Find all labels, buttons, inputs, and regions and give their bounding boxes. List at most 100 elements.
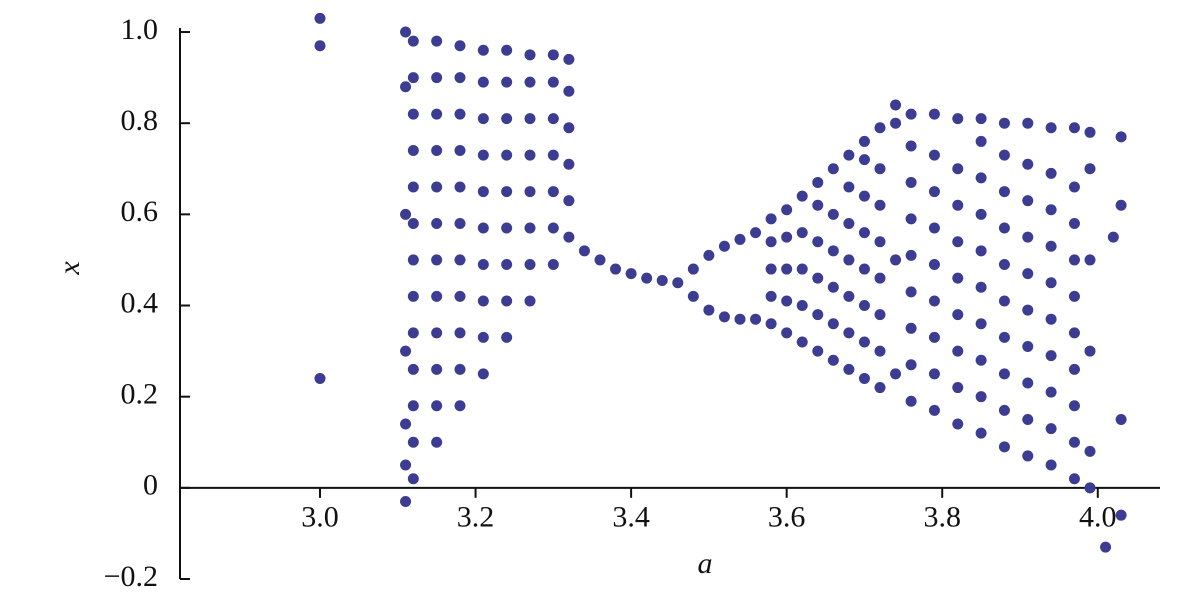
point bbox=[314, 40, 326, 52]
point bbox=[1068, 473, 1080, 485]
point bbox=[890, 254, 902, 266]
point bbox=[563, 53, 575, 65]
point bbox=[1068, 217, 1080, 229]
point bbox=[905, 322, 917, 334]
point bbox=[928, 149, 940, 161]
point bbox=[952, 236, 964, 248]
point bbox=[1022, 413, 1034, 425]
point bbox=[454, 40, 466, 52]
point bbox=[858, 300, 870, 312]
y-tick-label: 0.8 bbox=[121, 104, 159, 137]
point bbox=[547, 49, 559, 61]
point bbox=[547, 186, 559, 198]
point bbox=[928, 295, 940, 307]
point bbox=[400, 208, 412, 220]
point bbox=[843, 181, 855, 193]
point bbox=[928, 368, 940, 380]
point bbox=[975, 354, 987, 366]
point bbox=[1084, 254, 1096, 266]
point bbox=[431, 217, 443, 229]
point bbox=[477, 113, 489, 125]
point bbox=[1045, 386, 1057, 398]
point bbox=[905, 213, 917, 225]
point bbox=[524, 76, 536, 88]
point bbox=[524, 49, 536, 61]
point bbox=[431, 436, 443, 448]
point bbox=[874, 163, 886, 175]
point bbox=[1084, 445, 1096, 457]
point bbox=[407, 254, 419, 266]
point bbox=[431, 400, 443, 412]
point bbox=[781, 263, 793, 275]
point bbox=[928, 258, 940, 270]
point bbox=[477, 295, 489, 307]
point bbox=[928, 404, 940, 416]
point bbox=[952, 113, 964, 125]
point bbox=[477, 368, 489, 380]
point bbox=[998, 258, 1010, 270]
point bbox=[431, 363, 443, 375]
point bbox=[998, 117, 1010, 129]
point bbox=[1068, 400, 1080, 412]
point bbox=[1045, 204, 1057, 216]
point bbox=[454, 181, 466, 193]
point bbox=[781, 204, 793, 216]
point bbox=[1022, 117, 1034, 129]
point bbox=[454, 400, 466, 412]
point bbox=[1084, 345, 1096, 357]
point bbox=[477, 149, 489, 161]
point bbox=[998, 149, 1010, 161]
point bbox=[812, 309, 824, 321]
point bbox=[407, 363, 419, 375]
point bbox=[998, 441, 1010, 453]
point bbox=[454, 290, 466, 302]
point bbox=[765, 290, 777, 302]
point bbox=[578, 245, 590, 257]
point bbox=[905, 359, 917, 371]
y-tick-label: 0.4 bbox=[121, 286, 159, 319]
point bbox=[594, 254, 606, 266]
point bbox=[874, 345, 886, 357]
point bbox=[1022, 195, 1034, 207]
point bbox=[998, 295, 1010, 307]
point bbox=[718, 240, 730, 252]
point bbox=[407, 72, 419, 84]
point bbox=[858, 154, 870, 166]
point bbox=[998, 368, 1010, 380]
point bbox=[454, 363, 466, 375]
point bbox=[501, 44, 513, 56]
point bbox=[858, 372, 870, 384]
point bbox=[524, 295, 536, 307]
point bbox=[400, 459, 412, 471]
y-tick-label: 1.0 bbox=[121, 13, 159, 46]
point bbox=[975, 113, 987, 125]
point bbox=[501, 113, 513, 125]
point bbox=[501, 222, 513, 234]
point bbox=[407, 108, 419, 120]
point bbox=[750, 313, 762, 325]
point bbox=[827, 163, 839, 175]
point bbox=[563, 231, 575, 243]
point bbox=[796, 227, 808, 239]
point bbox=[734, 313, 746, 325]
point bbox=[858, 336, 870, 348]
point bbox=[1068, 181, 1080, 193]
point bbox=[407, 35, 419, 47]
point bbox=[1115, 509, 1127, 521]
point bbox=[477, 331, 489, 343]
point bbox=[524, 149, 536, 161]
point bbox=[407, 145, 419, 157]
point bbox=[1022, 341, 1034, 353]
point bbox=[687, 263, 699, 275]
point bbox=[563, 85, 575, 97]
point bbox=[975, 281, 987, 293]
point bbox=[928, 186, 940, 198]
point bbox=[1045, 240, 1057, 252]
point bbox=[431, 145, 443, 157]
point bbox=[407, 473, 419, 485]
point bbox=[1115, 413, 1127, 425]
point bbox=[547, 258, 559, 270]
point bbox=[843, 149, 855, 161]
point bbox=[874, 199, 886, 211]
